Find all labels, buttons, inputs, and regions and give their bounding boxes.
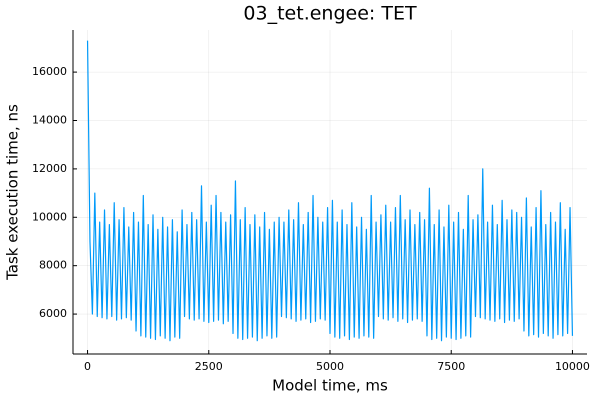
line-series	[86, 40, 574, 342]
y-tick-label: 16000	[32, 65, 67, 78]
y-tick-label: 14000	[32, 113, 67, 126]
y-tick-label: 8000	[39, 259, 67, 272]
y-tick-label: 10000	[32, 210, 67, 223]
x-tick-label: 7500	[437, 360, 465, 373]
x-tick-label: 0	[84, 360, 91, 373]
y-tick-label: 12000	[32, 162, 67, 175]
x-tick-label: 2500	[195, 360, 223, 373]
x-tick-label: 5000	[316, 360, 344, 373]
x-axis-label: Model time, ms	[272, 377, 388, 395]
x-tick-label: 10000	[555, 360, 590, 373]
chart-title: 03_tet.engee: TET	[243, 3, 417, 25]
y-tick-label: 6000	[39, 307, 67, 320]
y-axis-label: Task execution time, ns	[4, 104, 22, 281]
